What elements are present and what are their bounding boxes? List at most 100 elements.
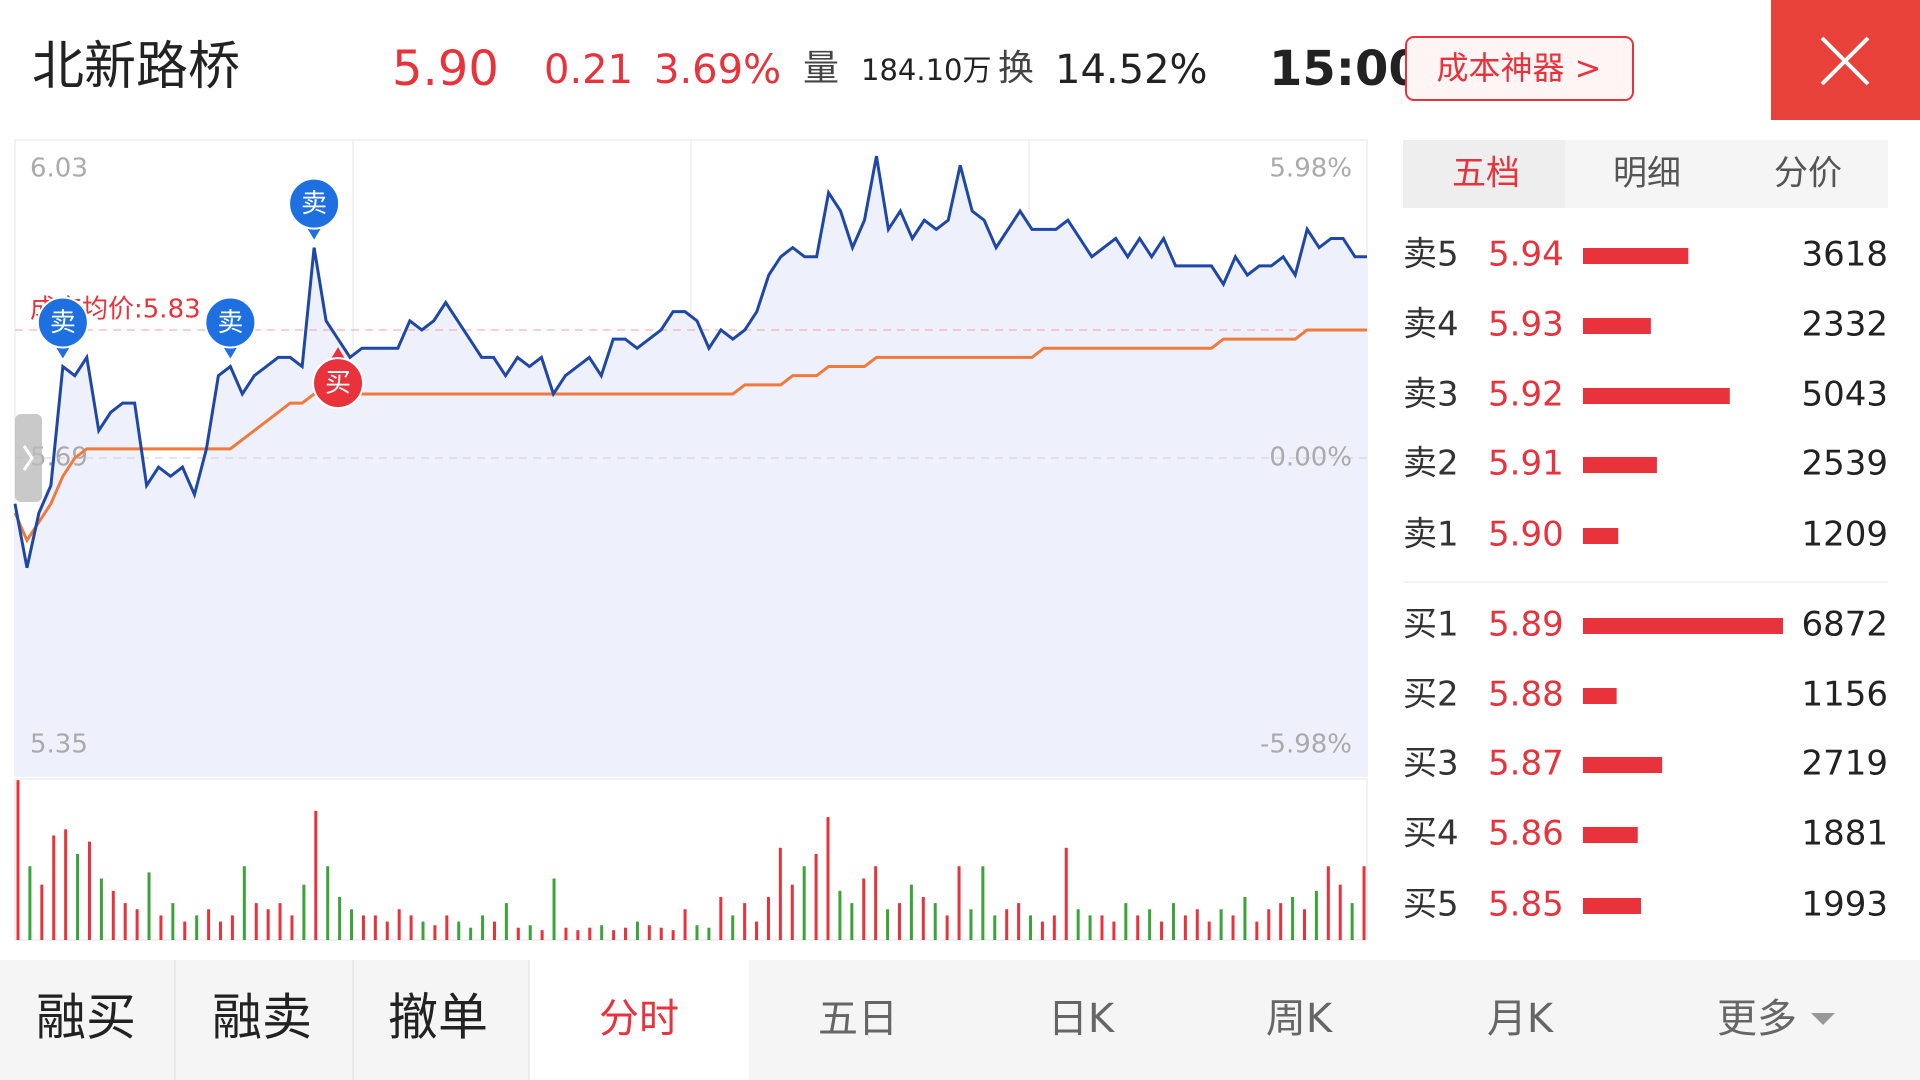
volume-bar bbox=[802, 866, 806, 940]
bottom-tab[interactable]: 撤单 bbox=[388, 989, 488, 1047]
change-pct: 3.69% bbox=[654, 47, 781, 93]
volume-frame bbox=[14, 778, 1368, 941]
volume-bar bbox=[1243, 896, 1247, 940]
bottom-tab-selected[interactable] bbox=[529, 960, 749, 1080]
book-bar bbox=[1583, 388, 1730, 404]
trade-marker bbox=[204, 296, 257, 349]
volume-bar bbox=[16, 780, 20, 940]
volume-bar bbox=[1052, 915, 1056, 940]
volume-bar bbox=[52, 835, 56, 940]
book-price: 5.91 bbox=[1488, 444, 1564, 484]
volume-bar bbox=[790, 884, 794, 940]
volume-bar bbox=[278, 903, 282, 940]
volume-bar bbox=[1326, 866, 1330, 940]
volume-bar bbox=[945, 915, 949, 940]
more-arrow[interactable] bbox=[1811, 1013, 1835, 1025]
volume-bar bbox=[1076, 909, 1080, 940]
book-volume: 3618 bbox=[1801, 235, 1888, 275]
avg-line bbox=[13, 328, 1367, 544]
volume-bar bbox=[1124, 903, 1128, 940]
volume-bar bbox=[481, 915, 485, 940]
y-tick-label: 5.35 bbox=[30, 730, 88, 760]
volume-bar bbox=[993, 915, 997, 940]
book-tab[interactable]: 明细 bbox=[1613, 154, 1681, 194]
volume-bar bbox=[1255, 921, 1259, 940]
bottom-tab[interactable]: 分时 bbox=[599, 996, 679, 1042]
turnover-label: 换 bbox=[998, 48, 1034, 89]
volume-bar bbox=[862, 878, 866, 940]
volume-bar bbox=[290, 915, 294, 940]
volume-bar bbox=[1291, 896, 1295, 940]
book-label: 买2 bbox=[1403, 675, 1459, 715]
volume-bar bbox=[909, 884, 913, 940]
bottom-bar bbox=[0, 960, 1920, 1080]
book-bar bbox=[1583, 898, 1642, 914]
book-tab[interactable]: 分价 bbox=[1774, 154, 1842, 194]
book-price: 5.88 bbox=[1488, 675, 1564, 715]
volume-bar bbox=[207, 909, 211, 940]
book-price: 5.93 bbox=[1488, 305, 1564, 345]
price: 5.90 bbox=[392, 41, 499, 97]
trade-marker bbox=[312, 357, 365, 410]
volume-bar bbox=[1350, 903, 1354, 940]
book-volume: 6872 bbox=[1801, 605, 1888, 645]
volume-bar bbox=[28, 866, 32, 940]
trade-marker-label: 卖 bbox=[301, 189, 327, 219]
bottom-tab[interactable]: 周K bbox=[1266, 996, 1334, 1042]
volume-bar bbox=[707, 927, 711, 940]
volume-bar bbox=[1136, 915, 1140, 940]
close-icon[interactable] bbox=[1820, 36, 1870, 86]
volume-bar bbox=[504, 903, 508, 940]
book-tab-selected[interactable] bbox=[1403, 140, 1565, 208]
volume-bar bbox=[671, 930, 675, 940]
trade-marker bbox=[288, 177, 341, 230]
volume-bar bbox=[826, 817, 830, 940]
volume-bar bbox=[1040, 921, 1044, 940]
volume-bar bbox=[874, 866, 878, 940]
volume-bar bbox=[361, 915, 365, 940]
bottom-tab[interactable]: 五日 bbox=[818, 996, 898, 1042]
volume-bar bbox=[683, 909, 687, 940]
volume-bar bbox=[254, 903, 258, 940]
volume-bar bbox=[457, 921, 461, 940]
volume-bar bbox=[1017, 903, 1021, 940]
volume-bar bbox=[242, 866, 246, 940]
bottom-tab[interactable]: 月K bbox=[1487, 996, 1555, 1042]
volume-bar bbox=[219, 921, 223, 940]
volume-bar bbox=[76, 853, 80, 940]
turnover: 14.52% bbox=[1055, 47, 1208, 93]
bottom-tab[interactable]: 融卖 bbox=[212, 989, 312, 1047]
volume-bar bbox=[397, 909, 401, 940]
bottom-tab[interactable]: 融买 bbox=[36, 989, 136, 1047]
side-handle-icon[interactable] bbox=[22, 445, 34, 471]
volume-bar bbox=[969, 909, 973, 940]
book-tab[interactable]: 五档 bbox=[1452, 154, 1520, 194]
volume-bar bbox=[516, 927, 520, 940]
bottom-tab[interactable]: 日K bbox=[1048, 996, 1116, 1042]
volume-bar bbox=[778, 847, 782, 940]
book-volume: 5043 bbox=[1801, 375, 1888, 415]
book-bar bbox=[1583, 827, 1638, 843]
volume-bar bbox=[600, 925, 604, 940]
book-bar bbox=[1583, 457, 1657, 473]
stock-name: 北新路桥 bbox=[32, 37, 240, 97]
cost-button[interactable] bbox=[1405, 36, 1634, 101]
book-volume: 1209 bbox=[1801, 515, 1888, 555]
volume-bar bbox=[743, 903, 747, 940]
volume-bar bbox=[123, 903, 127, 940]
side-handle[interactable] bbox=[15, 414, 42, 502]
trade-marker-label: 卖 bbox=[50, 308, 76, 338]
volume-bar bbox=[933, 903, 937, 940]
bottom-tab[interactable]: 更多 bbox=[1717, 996, 1797, 1042]
volume-bar bbox=[576, 930, 580, 940]
volume-bar bbox=[612, 930, 616, 940]
volume-bar bbox=[445, 915, 449, 940]
volume-bar bbox=[1302, 909, 1306, 940]
cost-button-label[interactable]: 成本神器 > bbox=[1437, 49, 1602, 87]
volume-bar bbox=[1029, 915, 1033, 940]
volume-bar bbox=[1100, 915, 1104, 940]
book-volume: 2719 bbox=[1801, 744, 1888, 784]
volume-bar bbox=[1160, 921, 1164, 940]
price-line bbox=[13, 155, 1367, 569]
volume-bar bbox=[1279, 903, 1283, 940]
